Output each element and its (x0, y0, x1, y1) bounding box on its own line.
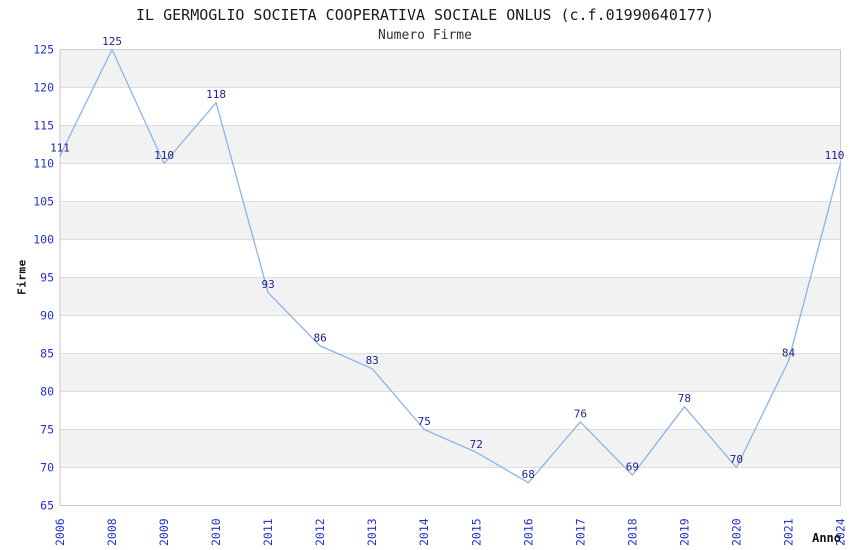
data-label: 93 (262, 278, 275, 291)
data-label: 70 (730, 453, 743, 466)
x-tick-label: 2008 (105, 518, 119, 546)
y-tick-label: 70 (40, 461, 54, 475)
data-label: 125 (102, 35, 122, 48)
y-tick-label: 115 (33, 119, 54, 133)
data-label: 68 (522, 468, 535, 481)
data-label: 83 (366, 354, 379, 367)
x-tick-label: 2011 (261, 518, 275, 546)
x-tick-label: 2016 (521, 518, 535, 546)
data-label: 86 (314, 331, 327, 344)
plot-band (60, 277, 841, 316)
y-tick-label: 75 (40, 423, 54, 437)
x-tick-label: 2009 (157, 518, 171, 546)
data-label: 118 (206, 88, 226, 101)
data-label: 78 (678, 392, 691, 405)
data-label: 84 (782, 347, 796, 360)
x-tick-label: 2012 (313, 518, 327, 546)
plot-band (60, 125, 841, 164)
y-axis-title: Firme (15, 259, 29, 295)
y-tick-label: 80 (40, 385, 54, 399)
x-tick-label: 2015 (469, 518, 483, 546)
data-label: 110 (825, 149, 845, 162)
chart-title: IL GERMOGLIO SOCIETA COOPERATIVA SOCIALE… (136, 6, 714, 24)
y-tick-label: 110 (33, 157, 54, 171)
x-tick-label: 2006 (53, 518, 67, 546)
x-tick-label: 2017 (573, 518, 587, 546)
x-tick-label: 2010 (209, 518, 223, 546)
y-tick-label: 105 (33, 195, 54, 209)
plot-band (60, 49, 841, 88)
y-tick-label: 120 (33, 81, 54, 95)
plot-border (59, 49, 841, 506)
plot-band (60, 429, 841, 468)
data-label: 72 (470, 438, 483, 451)
data-label: 76 (574, 407, 587, 420)
x-tick-label: 2013 (365, 518, 379, 546)
data-label: 69 (626, 461, 639, 474)
y-tick-label: 100 (33, 233, 54, 247)
y-tick-label: 65 (40, 499, 54, 513)
x-tick-label: 2018 (625, 518, 639, 546)
y-tick-label: 90 (40, 309, 54, 323)
x-tick-label: 2019 (677, 518, 691, 546)
y-tick-label: 125 (33, 43, 54, 57)
x-tick-label: 2024 (834, 518, 848, 546)
data-label: 110 (154, 149, 174, 162)
y-tick-label: 85 (40, 347, 54, 361)
x-tick-label: 2021 (781, 518, 795, 546)
x-axis-title: Anno (812, 531, 841, 545)
plot-band (60, 353, 841, 392)
plot-band (60, 201, 841, 240)
data-label: 111 (50, 141, 70, 154)
data-line (59, 48, 842, 484)
x-tick-label: 2020 (729, 518, 743, 546)
data-label: 75 (418, 415, 431, 428)
x-tick-label: 2014 (417, 518, 431, 546)
y-tick-label: 95 (40, 271, 54, 285)
chart-subtitle: Numero Firme (378, 28, 472, 43)
